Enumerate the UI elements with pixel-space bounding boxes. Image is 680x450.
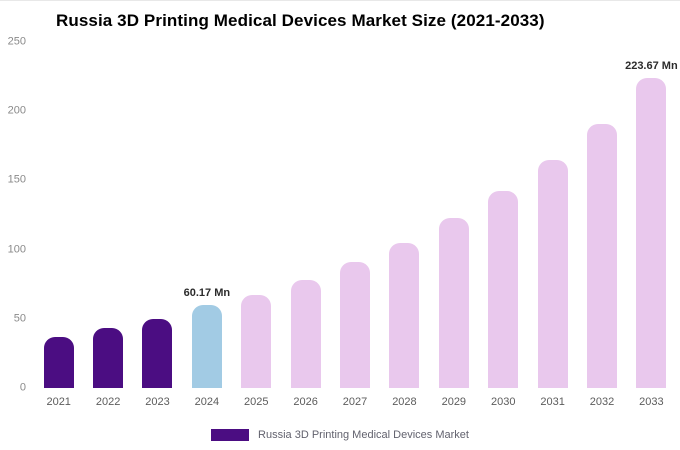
x-tick-label: 2031 <box>540 396 565 408</box>
x-tick-label: 2024 <box>194 396 220 408</box>
x-tick-label: 2023 <box>145 396 170 408</box>
bars: 60.17 Mn 223.67 Mn <box>34 42 678 388</box>
value-label: 60.17 Mn <box>183 286 231 299</box>
bar-column: 223.67 Mn <box>625 42 678 388</box>
bar-column <box>34 42 83 388</box>
bar-column <box>330 42 379 388</box>
bar-2027 <box>340 262 371 388</box>
chart-title: Russia 3D Printing Medical Devices Marke… <box>56 11 545 30</box>
x-tick-label: 2030 <box>490 396 516 408</box>
plot-area: 60.17 Mn 223.67 Mn <box>34 42 678 388</box>
bar-2024 <box>191 304 222 388</box>
bar-column <box>281 42 330 388</box>
y-axis: 0 50 100 150 200 250 <box>0 36 30 393</box>
bar-2023 <box>142 318 173 388</box>
x-tick-label: 2026 <box>293 396 318 408</box>
bar-2030 <box>488 190 519 388</box>
x-tick-label: 2021 <box>46 396 71 408</box>
y-tick-label: 250 <box>7 35 26 48</box>
x-axis: 2021 2022 2023 2024 2025 2026 2027 2028 2029 2030… <box>34 396 676 412</box>
bar-column <box>133 42 182 388</box>
bar-2026 <box>290 280 321 388</box>
x-tick-label: 2025 <box>244 396 269 408</box>
bar-column <box>577 42 626 388</box>
legend-swatch <box>211 429 250 441</box>
x-tick-label: 2028 <box>392 396 417 408</box>
bar-column <box>232 42 281 388</box>
bar-2028 <box>389 242 420 388</box>
bar-column <box>380 42 429 388</box>
bar-column <box>83 42 132 388</box>
bar-2033 <box>636 78 667 388</box>
legend-label: Russia 3D Printing Medical Devices Marke… <box>258 429 469 441</box>
y-tick-label: 50 <box>13 312 26 325</box>
x-tick-label: 2032 <box>589 396 615 408</box>
bar-2029 <box>438 218 469 388</box>
y-tick-label: 100 <box>7 243 26 256</box>
bar-column <box>479 42 528 388</box>
value-label: 223.67 Mn <box>625 60 678 73</box>
x-tick-label: 2029 <box>441 396 467 408</box>
bar-2031 <box>537 160 568 388</box>
bar-2021 <box>43 336 74 388</box>
bar-2025 <box>241 294 272 388</box>
y-tick-label: 200 <box>7 104 26 117</box>
bar-2022 <box>93 327 124 388</box>
bar-2032 <box>586 123 617 388</box>
x-tick-label: 2027 <box>342 396 368 408</box>
x-tick-label: 2033 <box>639 396 664 408</box>
legend: Russia 3D Printing Medical Devices Marke… <box>0 429 680 441</box>
y-tick-label: 0 <box>19 381 26 394</box>
bar-column <box>429 42 478 388</box>
bar-column <box>528 42 577 388</box>
y-tick-label: 150 <box>7 173 26 186</box>
bar-column: 60.17 Mn <box>182 42 231 388</box>
x-tick-label: 2022 <box>95 396 121 408</box>
